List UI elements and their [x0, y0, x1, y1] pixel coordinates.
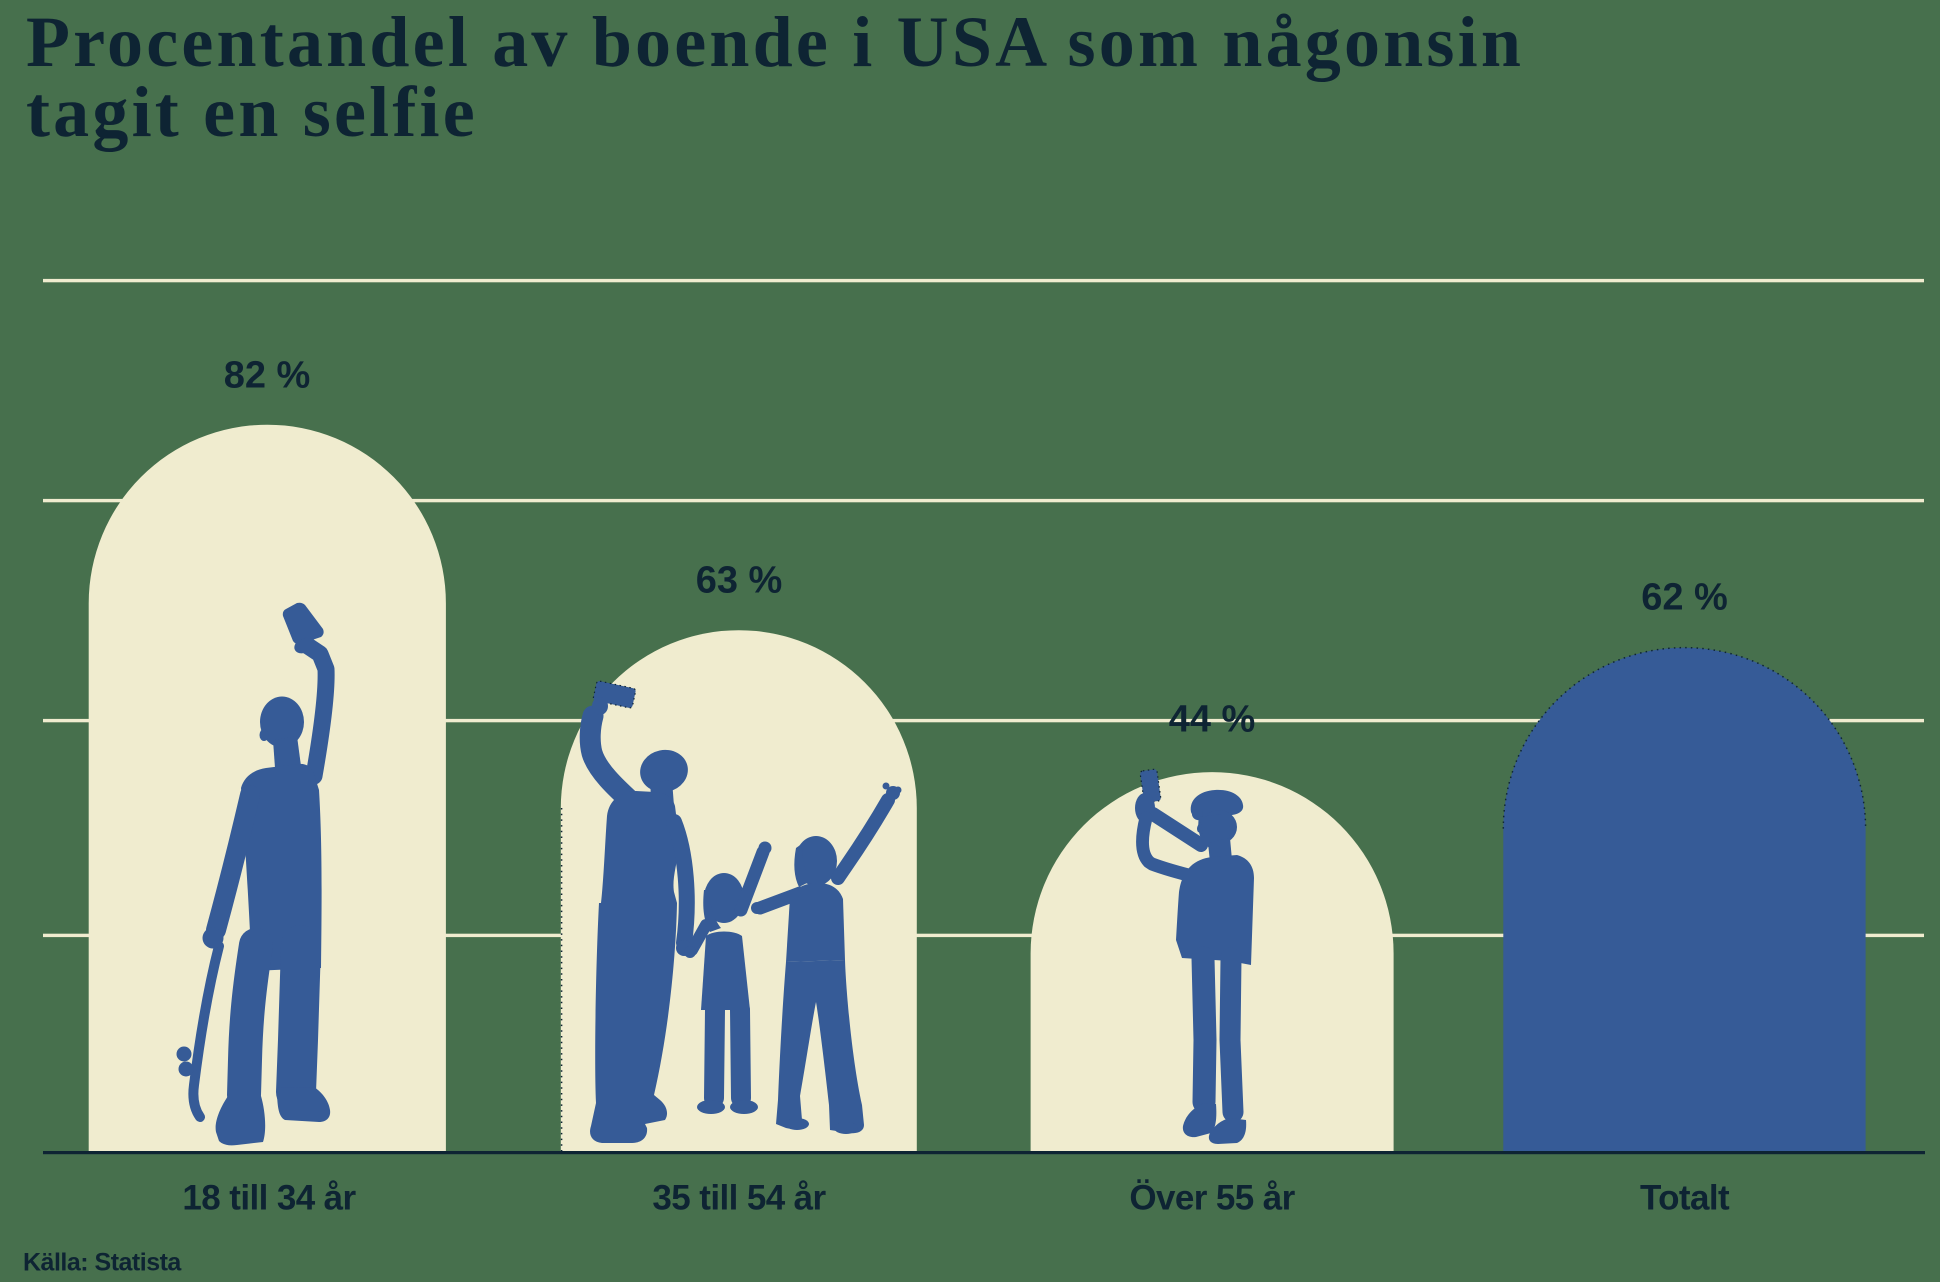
svg-text:Totalt: Totalt [1640, 1179, 1730, 1218]
svg-text:62 %: 62 % [1641, 576, 1728, 618]
svg-text:Procentandel av boende i USA s: Procentandel av boende i USA som någonsi… [26, 2, 1524, 82]
svg-text:35 till 54 år: 35 till 54 år [652, 1179, 826, 1218]
svg-text:tagit en selfie: tagit en selfie [26, 72, 478, 152]
svg-text:18 till 34 år: 18 till 34 år [182, 1179, 356, 1218]
svg-text:63 %: 63 % [696, 559, 783, 601]
svg-text:82 %: 82 % [224, 354, 311, 396]
svg-text:Källa: Statista: Källa: Statista [23, 1249, 182, 1277]
svg-text:Över 55 år: Över 55 år [1129, 1179, 1295, 1218]
svg-text:44 %: 44 % [1169, 699, 1256, 741]
